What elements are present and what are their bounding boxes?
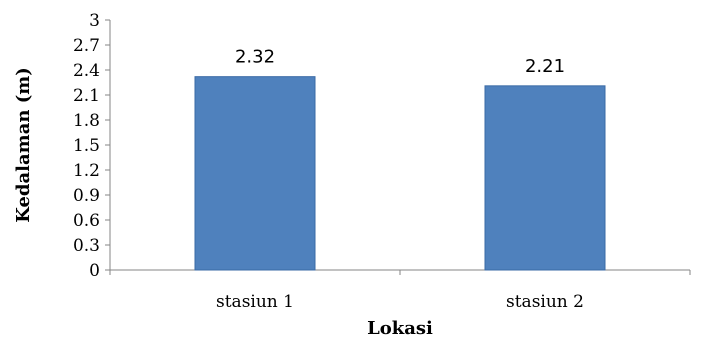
y-tick-label: 0.3 xyxy=(73,236,100,256)
y-tick-label: 0.9 xyxy=(73,186,100,206)
data-label: 2.32 xyxy=(235,47,275,68)
x-tick-label: stasiun 1 xyxy=(216,292,294,312)
y-tick-label: 0.6 xyxy=(73,211,100,231)
bars xyxy=(194,76,606,271)
y-tick-label: 1.5 xyxy=(73,136,100,156)
bar xyxy=(194,76,316,271)
x-axis-ticks: stasiun 1 stasiun 2 xyxy=(109,270,691,312)
y-tick-label: 1.8 xyxy=(73,111,100,131)
x-tick-label: stasiun 2 xyxy=(506,292,584,312)
y-tick-label: 1.2 xyxy=(73,161,100,181)
data-labels: 2.32 2.21 xyxy=(235,47,565,77)
data-label: 2.21 xyxy=(525,56,565,77)
y-axis-ticks: 0 0.3 0.6 0.9 1.2 1.5 1.8 2.1 2.4 2.7 3 xyxy=(73,11,110,281)
bar xyxy=(484,85,606,271)
y-tick-label: 0 xyxy=(89,261,100,281)
y-tick-label: 2.1 xyxy=(73,86,100,106)
y-tick-label: 3 xyxy=(89,11,100,31)
y-tick-label: 2.7 xyxy=(73,36,100,56)
x-axis-title: Lokasi xyxy=(367,318,433,339)
y-tick-label: 2.4 xyxy=(73,61,100,81)
y-axis-title: Kedalaman (m) xyxy=(13,67,34,223)
